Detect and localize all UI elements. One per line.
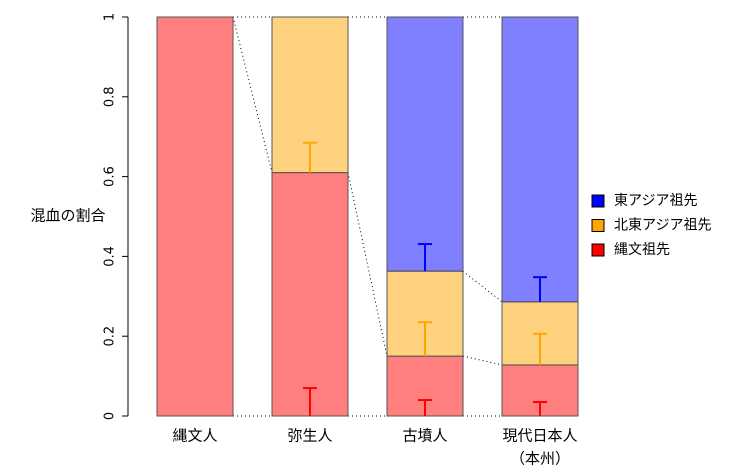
y-tick-label: 0	[103, 412, 118, 420]
bar-segment	[501, 16, 579, 303]
y-tick-label: 0.6	[103, 166, 118, 187]
error-bar	[418, 243, 432, 272]
x-tick-label: 現代日本人	[502, 427, 577, 445]
error-bar	[303, 387, 317, 416]
error-bar	[533, 332, 547, 365]
connector	[462, 355, 503, 366]
bar-segment	[271, 172, 349, 417]
legend-label: 北東アジア祖先	[614, 218, 711, 234]
y-tick-label: 1	[103, 13, 118, 21]
legend-swatch	[591, 219, 605, 232]
connector	[232, 16, 273, 173]
error-bar	[418, 399, 432, 416]
y-tick-label: 0.2	[103, 326, 118, 347]
error-bar	[418, 321, 432, 357]
x-tick-label: 古墳人	[402, 427, 447, 445]
bar-segment	[386, 16, 464, 272]
legend-label: 縄文祖先	[614, 242, 670, 258]
x-tick-note: （本州）	[510, 450, 570, 468]
bar-segment	[156, 16, 234, 417]
connector	[462, 270, 503, 303]
x-tick-label: 縄文人	[172, 427, 217, 445]
y-axis-label: 混血の割合	[30, 207, 105, 225]
x-tick-label: 弥生人	[287, 427, 332, 445]
legend-swatch	[591, 194, 605, 208]
error-bar	[533, 401, 547, 416]
y-tick-label: 0.4	[103, 246, 118, 267]
legend-swatch	[591, 243, 605, 257]
y-tick-label: 0.8	[103, 86, 118, 107]
error-bar	[533, 276, 547, 302]
legend-label: 東アジア祖先	[614, 193, 697, 209]
connector	[347, 172, 388, 357]
error-bar	[303, 141, 317, 173]
